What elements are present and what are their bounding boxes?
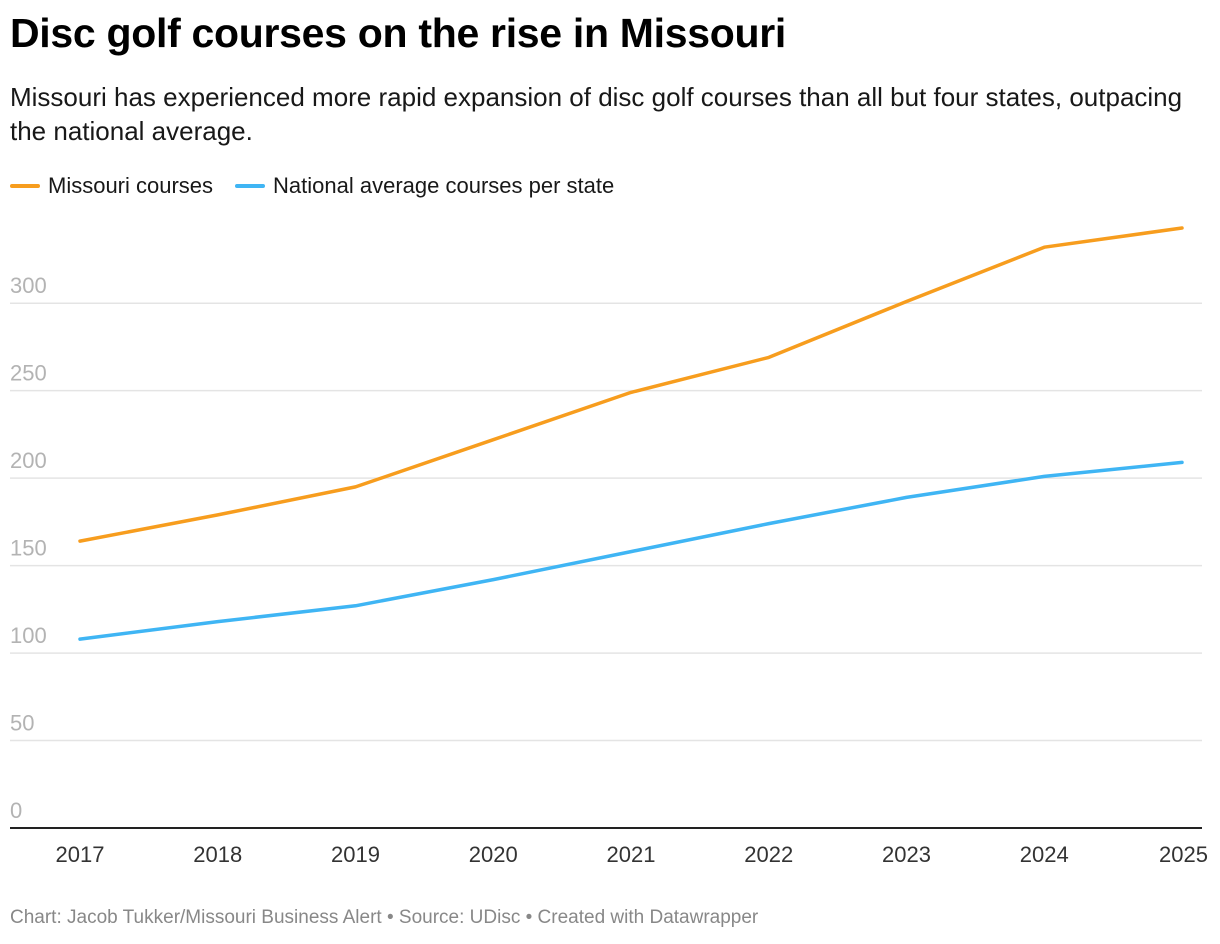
y-tick-label: 200 — [10, 448, 47, 473]
chart-subtitle: Missouri has experienced more rapid expa… — [10, 82, 1183, 146]
x-tick-label: 2025 — [1159, 842, 1208, 867]
x-tick-label: 2024 — [1020, 842, 1069, 867]
y-tick-labels: 0 50 100 150 200 250 300 — [10, 273, 47, 823]
x-tick-label: 2021 — [607, 842, 656, 867]
chart-legend: Missouri courses National average course… — [10, 173, 636, 199]
x-tick-label: 2020 — [469, 842, 518, 867]
y-tick-label: 100 — [10, 623, 47, 648]
legend-item-national: National average courses per state — [235, 173, 614, 199]
legend-swatch-missouri — [10, 184, 40, 188]
y-tick-label: 50 — [10, 711, 34, 736]
series-line-national — [78, 460, 1184, 641]
legend-label-national: National average courses per state — [273, 173, 615, 198]
legend-swatch-national — [235, 184, 266, 188]
x-tick-label: 2022 — [744, 842, 793, 867]
legend-label-missouri: Missouri courses — [48, 173, 214, 198]
series-line-missouri — [78, 226, 1184, 543]
chart-title: Disc golf courses on the rise in Missour… — [10, 10, 786, 56]
legend-item-missouri: Missouri courses — [10, 173, 213, 199]
y-tick-label: 250 — [10, 361, 47, 386]
y-tick-label: 300 — [10, 273, 47, 298]
x-tick-label: 2023 — [882, 842, 931, 867]
y-tick-label: 150 — [10, 536, 47, 561]
x-tick-label: 2018 — [193, 842, 242, 867]
x-tick-label: 2019 — [331, 842, 380, 867]
series-lines — [78, 226, 1184, 641]
chart-footer: Chart: Jacob Tukker/Missouri Business Al… — [10, 907, 759, 928]
x-tick-labels: 2017 2018 2019 2020 2021 2022 2023 2024 2025 — [56, 842, 1208, 867]
x-tick-label: 2017 — [56, 842, 105, 867]
grid-lines — [10, 302, 1202, 742]
y-tick-label: 0 — [10, 798, 22, 823]
